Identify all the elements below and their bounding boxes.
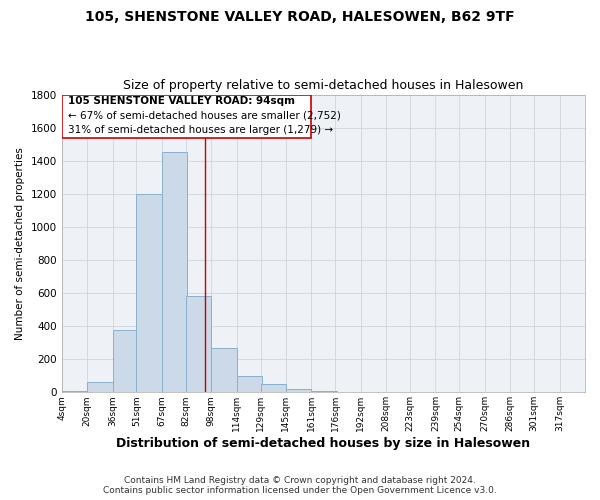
Bar (136, 194, 162, 392)
Text: ← 67% of semi-detached houses are smaller (2,752): ← 67% of semi-detached houses are smalle… (68, 110, 341, 120)
X-axis label: Distribution of semi-detached houses by size in Halesowen: Distribution of semi-detached houses by … (116, 437, 530, 450)
Text: 31% of semi-detached houses are larger (1,279) →: 31% of semi-detached houses are larger (… (68, 124, 333, 134)
Bar (62, 94, 311, 138)
Bar (260, 384, 286, 392)
Bar (311, 390, 337, 392)
Bar (186, 296, 211, 392)
Bar (286, 389, 311, 392)
Text: Contains HM Land Registry data © Crown copyright and database right 2024.
Contai: Contains HM Land Registry data © Crown c… (103, 476, 497, 495)
Text: 105 SHENSTONE VALLEY ROAD: 94sqm: 105 SHENSTONE VALLEY ROAD: 94sqm (68, 96, 295, 106)
Bar (211, 348, 236, 393)
Bar (62, 390, 87, 392)
Bar (87, 382, 113, 392)
Title: Size of property relative to semi-detached houses in Halesowen: Size of property relative to semi-detach… (123, 79, 524, 92)
Bar (236, 376, 262, 392)
Y-axis label: Number of semi-detached properties: Number of semi-detached properties (15, 147, 25, 340)
Bar (113, 330, 138, 392)
Bar (162, 152, 187, 392)
Text: 105, SHENSTONE VALLEY ROAD, HALESOWEN, B62 9TF: 105, SHENSTONE VALLEY ROAD, HALESOWEN, B… (85, 10, 515, 24)
